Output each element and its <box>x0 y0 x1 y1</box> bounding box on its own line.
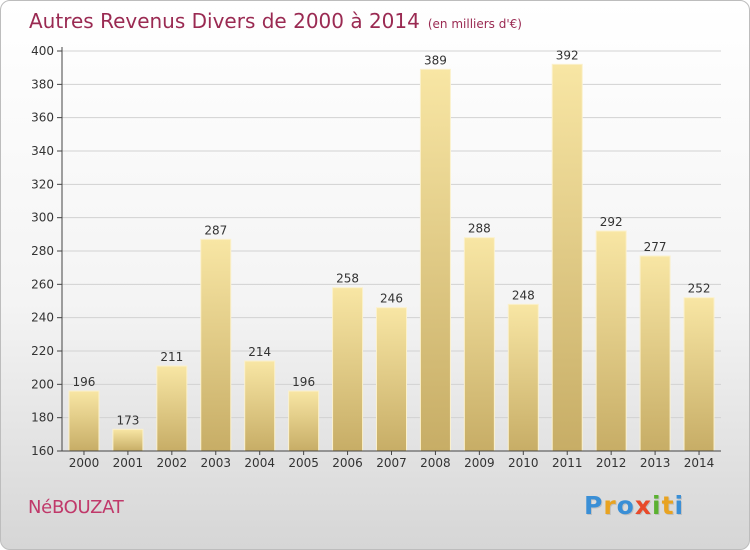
value-label: 246 <box>380 292 403 306</box>
y-tick-label: 180 <box>31 411 54 425</box>
x-tick-label: 2002 <box>157 456 188 470</box>
x-tick-label: 2004 <box>244 456 275 470</box>
y-tick-label: 300 <box>31 211 54 225</box>
bar <box>332 287 364 452</box>
x-tick-label: 2008 <box>420 456 451 470</box>
bar <box>551 63 583 452</box>
value-label: 196 <box>73 375 96 389</box>
y-tick-label: 260 <box>31 277 54 291</box>
logo-letter: r <box>603 491 617 520</box>
value-label: 196 <box>292 375 315 389</box>
y-tick-label: 220 <box>31 344 54 358</box>
y-tick-label: 240 <box>31 311 54 325</box>
value-label: 211 <box>160 350 183 364</box>
logo-letter: i <box>674 491 685 520</box>
logo-letter: o <box>616 491 635 520</box>
x-tick-label: 2012 <box>596 456 627 470</box>
bar <box>244 360 276 452</box>
value-labels: 196 173 211 287 214 196 258 246 389 288 248 392 292 2… <box>73 48 711 427</box>
bar <box>376 307 407 452</box>
x-tick-label: 2005 <box>288 456 319 470</box>
bar <box>156 365 188 452</box>
bar <box>288 390 320 452</box>
x-tick-label: 2000 <box>69 456 100 470</box>
x-tick-label: 2006 <box>332 456 363 470</box>
bar <box>463 237 495 452</box>
commune-name: NéBOUZAT <box>28 497 124 518</box>
bar <box>112 428 144 452</box>
bar <box>595 230 627 452</box>
value-label: 252 <box>688 282 711 296</box>
value-label: 277 <box>644 240 667 254</box>
logo-letter: t <box>661 491 675 520</box>
value-label: 214 <box>248 345 271 359</box>
value-label: 389 <box>424 53 447 67</box>
bar <box>507 303 539 452</box>
x-tick-label: 2014 <box>684 456 715 470</box>
value-label: 392 <box>556 48 579 62</box>
x-tick-label: 2007 <box>376 456 407 470</box>
chart-title-text: Autres Revenus Divers de 2000 à 2014 <box>29 9 420 33</box>
bar <box>200 238 232 452</box>
bar <box>68 390 100 452</box>
chart-title: Autres Revenus Divers de 2000 à 2014 (en … <box>29 9 522 33</box>
logo-letter: x <box>634 491 652 520</box>
bars <box>68 63 715 452</box>
proxiti-logo: Proxiti <box>584 491 684 520</box>
x-tick-label: 2011 <box>552 456 583 470</box>
y-tick-label: 400 <box>31 44 54 58</box>
value-label: 173 <box>116 413 139 427</box>
logo-letter: i <box>652 491 662 520</box>
y-tick-label: 200 <box>31 377 54 391</box>
x-axis-ticks: 2000 2001 2002 2003 2004 2005 2006 2007 2008 2009… <box>69 451 715 470</box>
y-tick-label: 360 <box>31 111 54 125</box>
y-axis-ticks: 160 180 200 220 240 260 280 300 320 340 360 380 400 <box>31 44 62 458</box>
x-tick-label: 2010 <box>508 456 539 470</box>
value-label: 288 <box>468 222 491 236</box>
x-tick-label: 2009 <box>464 456 495 470</box>
value-label: 292 <box>600 215 623 229</box>
y-tick-label: 160 <box>31 444 54 458</box>
bar <box>683 297 715 452</box>
y-tick-label: 380 <box>31 77 54 91</box>
value-label: 287 <box>204 223 227 237</box>
x-tick-label: 2003 <box>200 456 231 470</box>
bar <box>639 255 671 452</box>
value-label: 248 <box>512 288 535 302</box>
logo-letter: P <box>584 491 604 520</box>
x-tick-label: 2001 <box>113 456 144 470</box>
chart-title-unit: (en milliers d'€) <box>427 17 522 31</box>
x-tick-label: 2013 <box>640 456 671 470</box>
value-label: 258 <box>336 272 359 286</box>
y-tick-label: 320 <box>31 177 54 191</box>
bar <box>419 68 451 452</box>
y-tick-label: 280 <box>31 244 54 258</box>
y-tick-label: 340 <box>31 144 54 158</box>
